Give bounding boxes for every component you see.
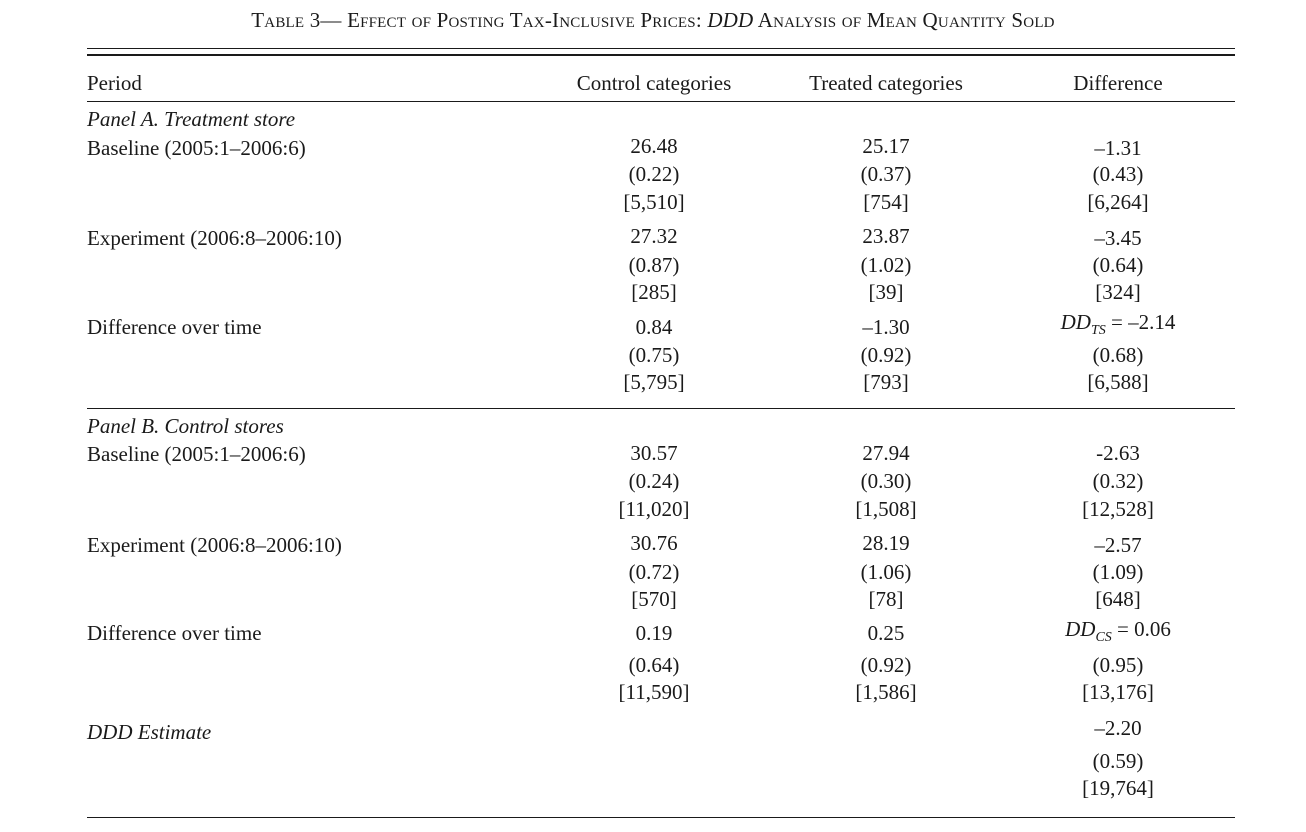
panel-a-dd-value: = –2.14	[1111, 310, 1176, 334]
panel-a-baseline-diff-se: (0.43)	[1092, 162, 1144, 186]
panel-a-baseline-diff-mean: –1.31	[1094, 136, 1142, 160]
panel-b-experiment-diff-mean: –2.57	[1094, 533, 1142, 557]
panel-b-diffovertime-treated-n: [1,586]	[855, 680, 917, 704]
panel-a-dd-sub: TS	[1090, 323, 1106, 338]
panel-b-dd-var: DD	[1065, 617, 1096, 641]
table-title: Table 3— Effect of Posting Tax-Inclusive…	[0, 8, 1306, 33]
panel-a-baseline-control-se: (0.22)	[628, 162, 680, 186]
header-period: Period	[87, 71, 142, 95]
panel-b-experiment-treated-n: [78]	[868, 587, 904, 611]
panel-b-diffovertime-control-se: (0.64)	[628, 653, 680, 677]
table-title-suffix: Analysis of Mean Quantity Sold	[753, 8, 1055, 32]
panel-b-diffovertime-label: Difference over time	[87, 621, 262, 645]
panel-a-baseline-treated-se: (0.37)	[860, 162, 912, 186]
ddd-estimate-label: DDD Estimate	[87, 720, 212, 744]
header-treated: Treated categories	[809, 71, 963, 95]
panel-a-experiment-control-mean: 27.32	[630, 224, 678, 248]
panel-a-experiment-label: Experiment (2006:8–2006:10)	[87, 226, 342, 250]
panel-b-experiment-control-se: (0.72)	[628, 560, 680, 584]
panel-a-experiment-treated-mean: 23.87	[862, 224, 910, 248]
header-difference: Difference	[1073, 71, 1163, 95]
panel-b-experiment-control-mean: 30.76	[630, 531, 678, 555]
panel-a-diffovertime-treated-n: [793]	[863, 370, 909, 394]
panel-a-baseline-label: Baseline (2005:1–2006:6)	[87, 136, 306, 160]
panel-a-diffovertime-diff-se: (0.68)	[1092, 343, 1144, 367]
panel-a-baseline-treated-mean: 25.17	[862, 134, 910, 158]
panel-b-baseline-control-mean: 30.57	[630, 441, 678, 465]
panel-a-diffovertime-control-mean: 0.84	[635, 315, 673, 339]
top-rule-thin	[87, 48, 1235, 49]
panel-a-diffovertime-label: Difference over time	[87, 315, 262, 339]
panel-b-diffovertime-control-n: [11,590]	[618, 680, 690, 704]
panel-separator-rule	[87, 408, 1235, 409]
top-rule-thick	[87, 54, 1235, 56]
panel-a-experiment-control-n: [285]	[631, 280, 677, 304]
bottom-rule	[87, 817, 1235, 818]
panel-b-baseline-diff-se: (0.32)	[1092, 469, 1144, 493]
panel-b-baseline-diff-n: [12,528]	[1082, 497, 1154, 521]
panel-a-diffovertime-control-n: [5,795]	[623, 370, 685, 394]
ddd-estimate-n: [19,764]	[1082, 776, 1154, 800]
panel-b-experiment-control-n: [570]	[631, 587, 677, 611]
panel-b-experiment-diff-se: (1.09)	[1092, 560, 1144, 584]
ddd-estimate-se: (0.59)	[1092, 749, 1144, 773]
panel-b-baseline-label: Baseline (2005:1–2006:6)	[87, 442, 306, 466]
panel-a-experiment-treated-se: (1.02)	[860, 253, 912, 277]
table-title-prefix: Table 3— Effect of Posting Tax-Inclusive…	[251, 8, 708, 32]
panel-a-title: Panel A. Treatment store	[87, 107, 296, 131]
panel-b-diffovertime-control-mean: 0.19	[635, 621, 673, 645]
panel-b-diffovertime-treated-mean: 0.25	[867, 621, 905, 645]
table-title-italic: DDD	[707, 8, 754, 32]
panel-a-baseline-control-n: [5,510]	[623, 190, 685, 214]
panel-b-experiment-treated-se: (1.06)	[860, 560, 912, 584]
panel-a-experiment-control-se: (0.87)	[628, 253, 680, 277]
header-rule	[87, 101, 1235, 102]
panel-b-baseline-control-n: [11,020]	[618, 497, 690, 521]
panel-a-experiment-treated-n: [39]	[868, 280, 904, 304]
panel-b-baseline-treated-mean: 27.94	[862, 441, 910, 465]
panel-b-title: Panel B. Control stores	[87, 414, 284, 438]
panel-a-diffovertime-control-se: (0.75)	[628, 343, 680, 367]
panel-a-diffovertime-treated-mean: –1.30	[862, 315, 910, 339]
panel-b-experiment-diff-n: [648]	[1095, 587, 1141, 611]
panel-b-baseline-control-se: (0.24)	[628, 469, 680, 493]
panel-b-diffovertime-diff-n: [13,176]	[1082, 680, 1154, 704]
panel-b-dd-value: = 0.06	[1117, 617, 1171, 641]
panel-b-baseline-treated-se: (0.30)	[860, 469, 912, 493]
panel-a-baseline-treated-n: [754]	[863, 190, 909, 214]
panel-a-dd-estimate: DDTS = –2.14	[988, 310, 1248, 338]
panel-a-baseline-diff-n: [6,264]	[1087, 190, 1149, 214]
panel-b-baseline-diff-mean: -2.63	[1096, 441, 1140, 465]
panel-a-diffovertime-diff-n: [6,588]	[1087, 370, 1149, 394]
panel-b-dd-sub: CS	[1095, 630, 1112, 645]
header-control: Control categories	[576, 71, 732, 95]
ddd-estimate-value: –2.20	[1094, 716, 1142, 740]
panel-b-diffovertime-treated-se: (0.92)	[860, 653, 912, 677]
panel-a-experiment-diff-se: (0.64)	[1092, 253, 1144, 277]
panel-b-baseline-treated-n: [1,508]	[855, 497, 917, 521]
panel-a-diffovertime-treated-se: (0.92)	[860, 343, 912, 367]
panel-b-experiment-treated-mean: 28.19	[862, 531, 910, 555]
panel-a-experiment-diff-n: [324]	[1095, 280, 1141, 304]
panel-b-diffovertime-diff-se: (0.95)	[1092, 653, 1144, 677]
panel-a-experiment-diff-mean: –3.45	[1094, 226, 1142, 250]
panel-b-experiment-label: Experiment (2006:8–2006:10)	[87, 533, 342, 557]
panel-a-baseline-control-mean: 26.48	[630, 134, 678, 158]
panel-a-dd-var: DD	[1060, 310, 1091, 334]
panel-b-dd-estimate: DDCS = 0.06	[988, 617, 1248, 645]
